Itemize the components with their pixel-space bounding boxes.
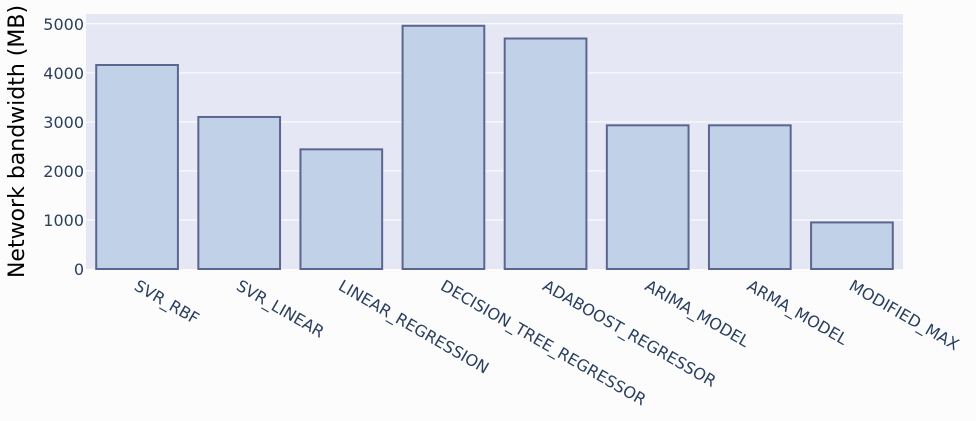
x-tick-label: ADABOOST_REGRESSOR: [539, 276, 719, 392]
y-tick-label: 2000: [43, 162, 84, 181]
y-tick-label: 3000: [43, 113, 84, 132]
bar: [605, 124, 690, 270]
bar: [401, 24, 486, 271]
bar: [95, 64, 179, 270]
x-axis-ticks: SVR_RBF SVR_LINEAR LINEAR_REGRESSIONDECISI…: [131, 276, 963, 410]
y-tick-label: 4000: [43, 64, 84, 83]
bar: [707, 124, 792, 270]
x-tick-label: SVR_LINEAR: [233, 276, 328, 342]
x-tick-label: MODIFIED_MAX: [845, 276, 962, 355]
bar: [197, 115, 282, 270]
x-tick-label: SVR_RBF: [131, 276, 203, 329]
y-tick-label: 1000: [43, 211, 84, 230]
x-tick-label: DECISION_TREE_REGRESSOR: [437, 276, 649, 410]
bar: [299, 148, 384, 271]
y-axis-ticks: 0 1000 2000 3000 4000 5000: [43, 15, 84, 279]
bars: [95, 24, 894, 271]
bar: [810, 221, 894, 271]
y-tick-label: 0: [74, 260, 84, 279]
bar: [503, 37, 588, 271]
x-tick-label: ARMA_MODEL: [743, 276, 851, 350]
y-tick-label: 5000: [43, 15, 84, 34]
y-axis-title: Network bandwidth (MB): [5, 5, 30, 278]
